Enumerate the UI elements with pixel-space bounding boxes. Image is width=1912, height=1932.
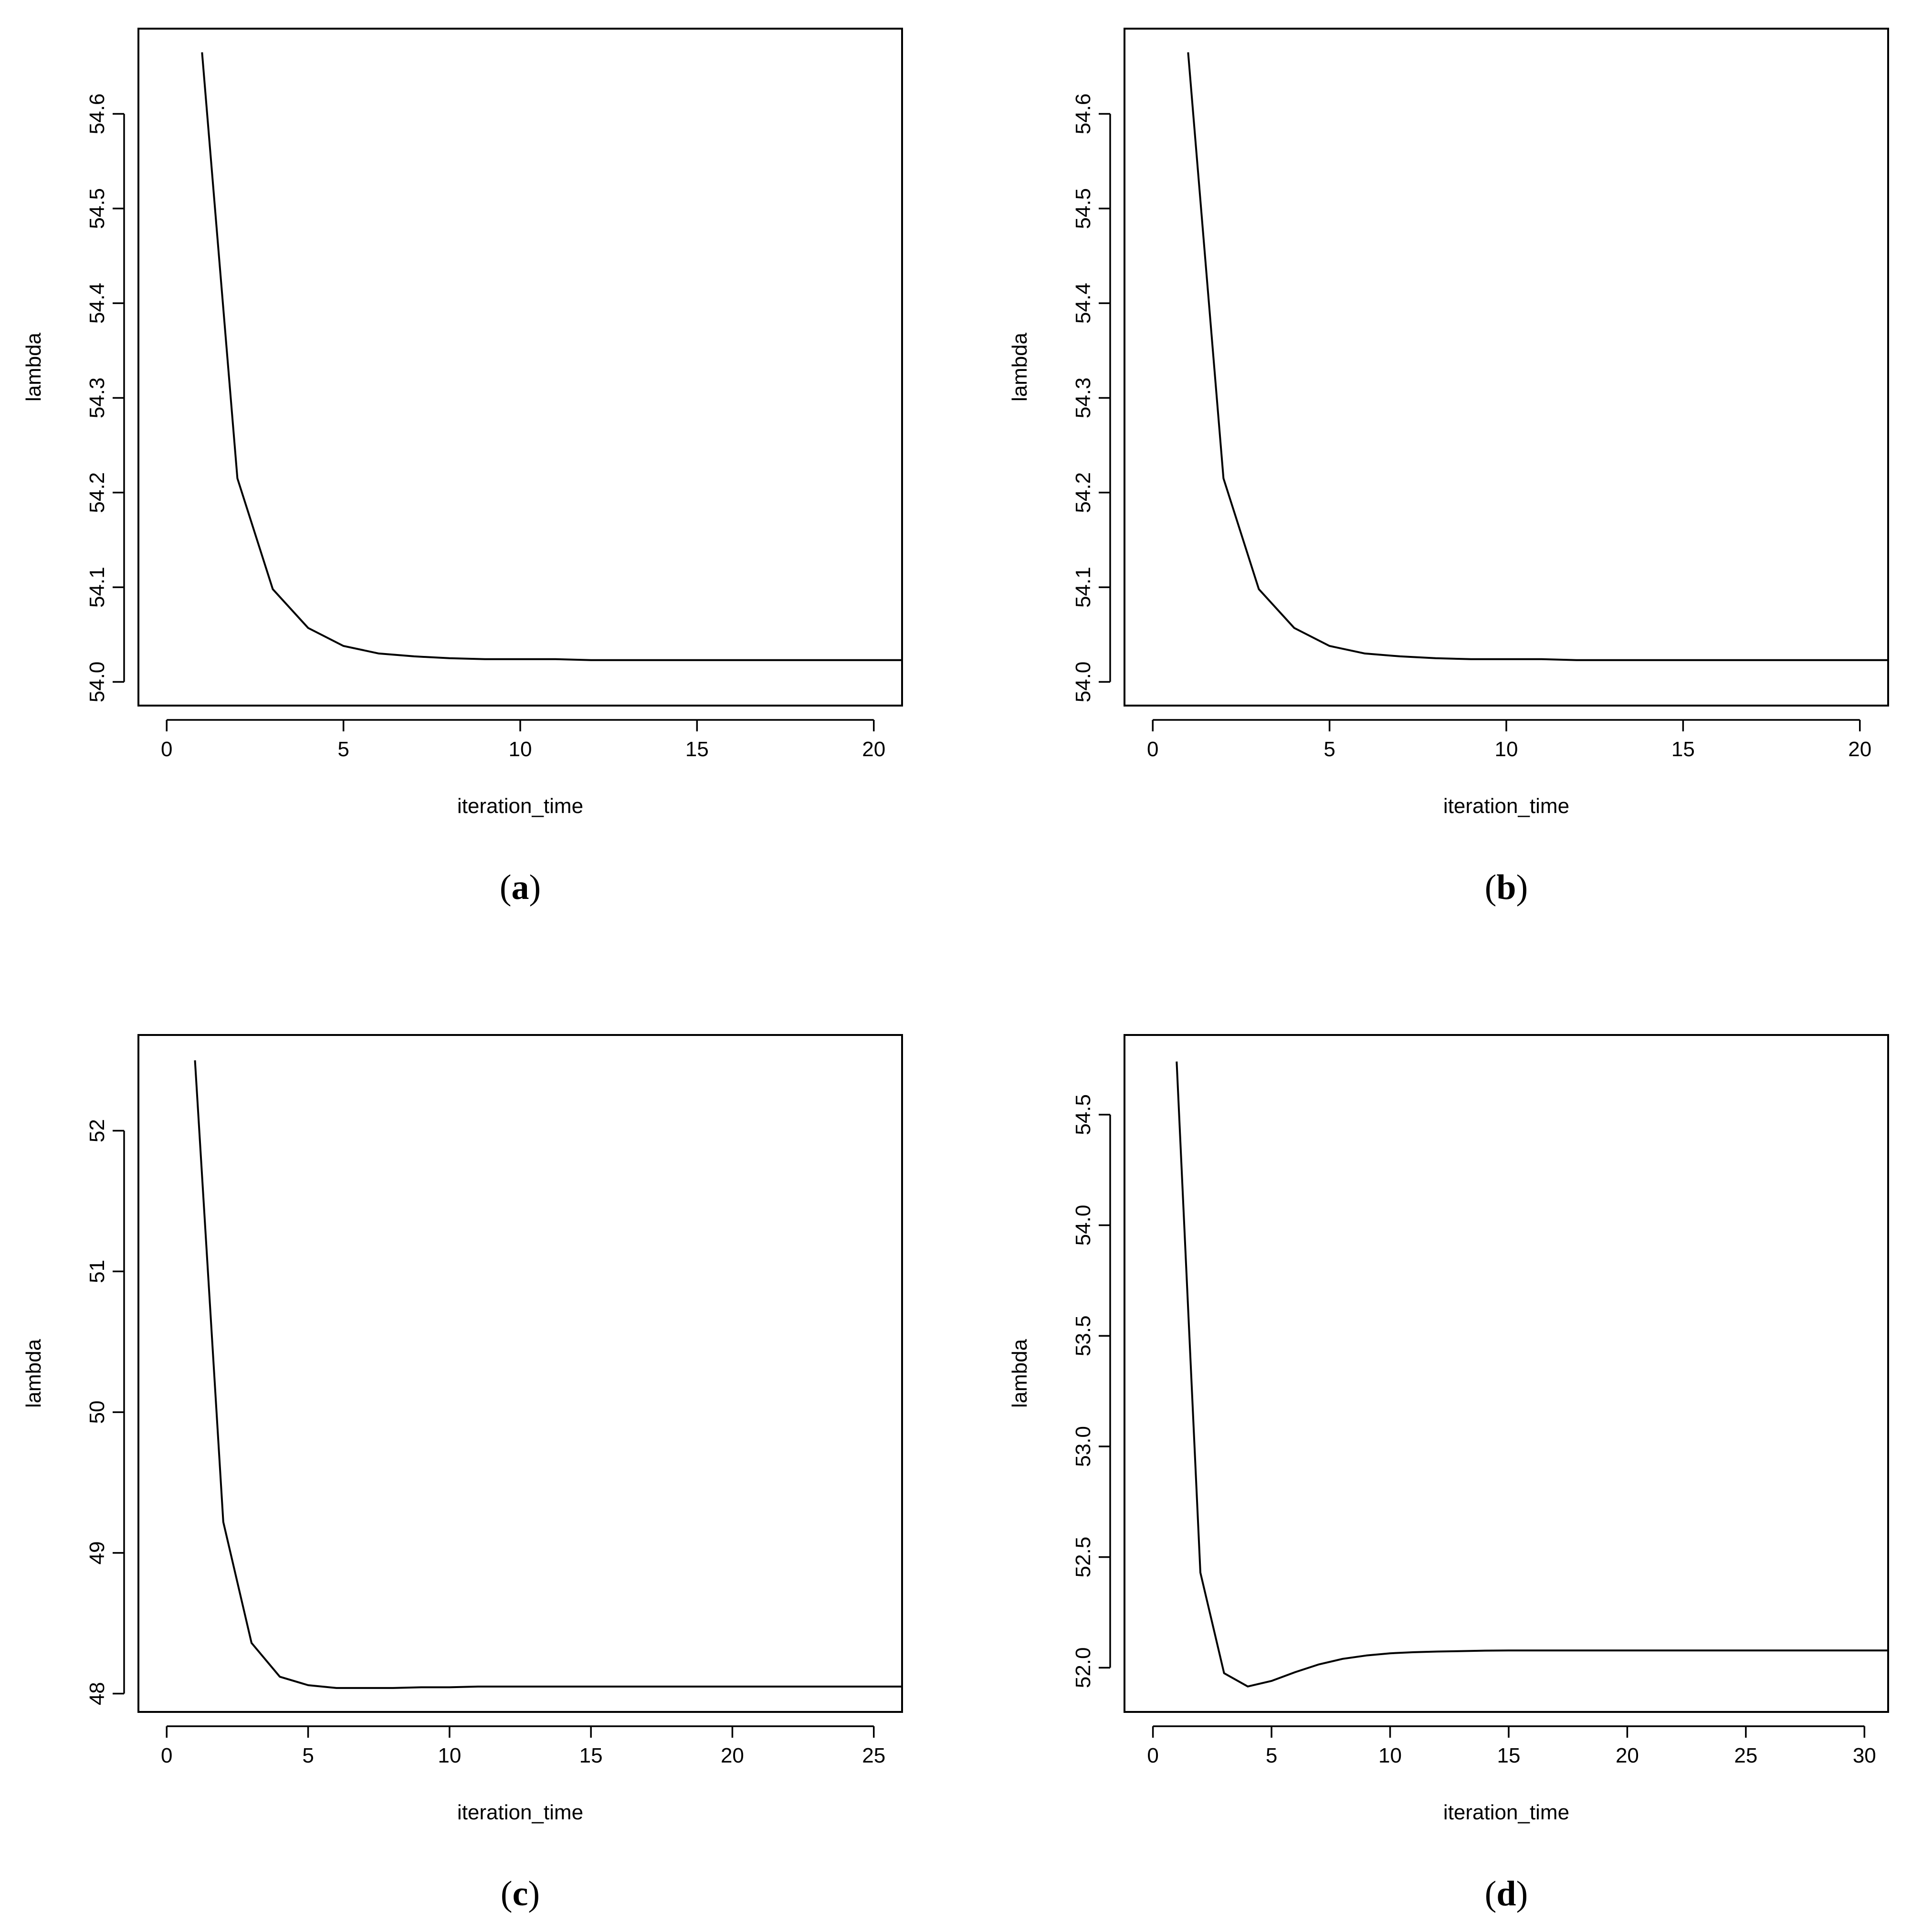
y-ticks: 52.0 52.5 53.0 53.5 54.0 54.5 xyxy=(1072,1094,1110,1688)
series-line xyxy=(194,1060,902,1689)
x-tick-label: 20 xyxy=(1848,738,1871,761)
panel-caption: (c) xyxy=(501,1874,540,1913)
y-tick-label: 54.6 xyxy=(1072,94,1095,135)
y-tick-label: 54.5 xyxy=(1072,188,1095,229)
x-ticks: 0 5 10 15 20 xyxy=(161,720,885,761)
y-tick-label: 54.6 xyxy=(85,94,109,135)
x-tick-label: 15 xyxy=(1671,738,1695,761)
y-tick-label: 54.4 xyxy=(1072,283,1095,324)
y-tick-label: 54.0 xyxy=(85,662,109,703)
y-tick-label: 51 xyxy=(85,1260,109,1283)
x-tick-label: 10 xyxy=(1378,1744,1402,1767)
x-axis-label: iteration_time xyxy=(1443,794,1569,818)
x-tick-label: 10 xyxy=(509,738,532,761)
x-tick-label: 0 xyxy=(1147,738,1158,761)
y-tick-label: 52.5 xyxy=(1072,1537,1095,1578)
series-line xyxy=(1176,1061,1888,1688)
x-tick-label: 15 xyxy=(579,1744,603,1767)
series-line xyxy=(201,52,902,661)
x-tick-label: 20 xyxy=(721,1744,744,1767)
y-tick-label: 54.0 xyxy=(1072,662,1095,703)
plot-frame xyxy=(1124,1034,1889,1713)
x-tick-label: 15 xyxy=(1497,1744,1520,1767)
y-axis-label: lambda xyxy=(22,1339,45,1408)
panel-d: 0 5 10 15 20 25 30 52.0 52.5 53.0 53.5 54.0 54.5 it… xyxy=(1008,1034,1889,1913)
y-tick-label: 54.3 xyxy=(1072,378,1095,419)
panel-caption-letter: b xyxy=(1496,868,1516,907)
x-tick-label: 5 xyxy=(1266,1744,1277,1767)
x-tick-label: 20 xyxy=(862,738,885,761)
x-tick-label: 5 xyxy=(302,1744,314,1767)
x-axis-label: iteration_time xyxy=(1443,1801,1569,1824)
x-tick-label: 10 xyxy=(1495,738,1518,761)
panel-caption-letter: c xyxy=(513,1874,528,1913)
y-ticks: 54.0 54.1 54.2 54.3 54.4 54.5 54.6 xyxy=(1072,94,1110,703)
x-ticks: 0 5 10 15 20 25 30 xyxy=(1147,1726,1876,1767)
y-ticks: 54.0 54.1 54.2 54.3 54.4 54.5 54.6 xyxy=(85,94,124,703)
y-tick-label: 54.1 xyxy=(85,567,109,608)
plot-frame xyxy=(137,28,903,707)
y-tick-label: 54.0 xyxy=(1072,1205,1095,1246)
x-tick-label: 10 xyxy=(438,1744,461,1767)
y-axis-label: lambda xyxy=(1008,332,1031,401)
y-tick-label: 54.2 xyxy=(1072,472,1095,513)
panel-caption: (a) xyxy=(500,868,541,907)
x-ticks: 0 5 10 15 20 xyxy=(1147,720,1871,761)
y-tick-label: 52.0 xyxy=(1072,1647,1095,1689)
x-tick-label: 5 xyxy=(1324,738,1335,761)
panel-caption-letter: a xyxy=(512,868,529,907)
panel-c: 0 5 10 15 20 25 48 49 50 51 52 iteration_time lam… xyxy=(22,1034,903,1913)
y-tick-label: 54.1 xyxy=(1072,567,1095,608)
x-axis-label: iteration_time xyxy=(457,794,583,818)
plot-frame xyxy=(137,1034,903,1713)
y-tick-label: 54.2 xyxy=(85,472,109,513)
y-tick-label: 53.5 xyxy=(1072,1315,1095,1356)
panel-b: 0 5 10 15 20 54.0 54.1 54.2 54.3 54.4 54.5 54.6 it… xyxy=(1008,28,1889,907)
panel-caption-letter: d xyxy=(1496,1874,1516,1913)
panel-caption: (d) xyxy=(1485,1874,1528,1913)
x-tick-label: 0 xyxy=(161,1744,172,1767)
plot-frame xyxy=(1124,28,1889,707)
x-tick-label: 0 xyxy=(1147,1744,1158,1767)
y-tick-label: 54.4 xyxy=(85,283,109,324)
y-tick-label: 54.5 xyxy=(85,188,109,229)
x-tick-label: 25 xyxy=(1734,1744,1757,1767)
x-ticks: 0 5 10 15 20 25 xyxy=(161,1726,885,1767)
y-ticks: 48 49 50 51 52 xyxy=(85,1119,124,1705)
x-axis-label: iteration_time xyxy=(457,1801,583,1824)
x-tick-label: 5 xyxy=(337,738,349,761)
x-tick-label: 0 xyxy=(161,738,172,761)
y-axis-label: lambda xyxy=(1008,1339,1031,1408)
y-tick-label: 53.0 xyxy=(1072,1426,1095,1467)
x-tick-label: 20 xyxy=(1616,1744,1639,1767)
y-axis-label: lambda xyxy=(22,332,45,401)
y-tick-label: 48 xyxy=(85,1682,109,1705)
y-tick-label: 49 xyxy=(85,1541,109,1564)
series-line xyxy=(1187,52,1888,661)
x-tick-label: 15 xyxy=(685,738,709,761)
y-tick-label: 54.5 xyxy=(1072,1094,1095,1135)
y-tick-label: 50 xyxy=(85,1401,109,1424)
x-tick-label: 30 xyxy=(1853,1744,1876,1767)
panel-a: 0 5 10 15 20 54.0 54.1 54.2 54.3 54.4 54.5 54.6 it… xyxy=(22,28,903,907)
x-tick-label: 25 xyxy=(862,1744,885,1767)
y-tick-label: 52 xyxy=(85,1119,109,1142)
y-tick-label: 54.3 xyxy=(85,378,109,419)
panel-caption: (b) xyxy=(1485,868,1528,907)
